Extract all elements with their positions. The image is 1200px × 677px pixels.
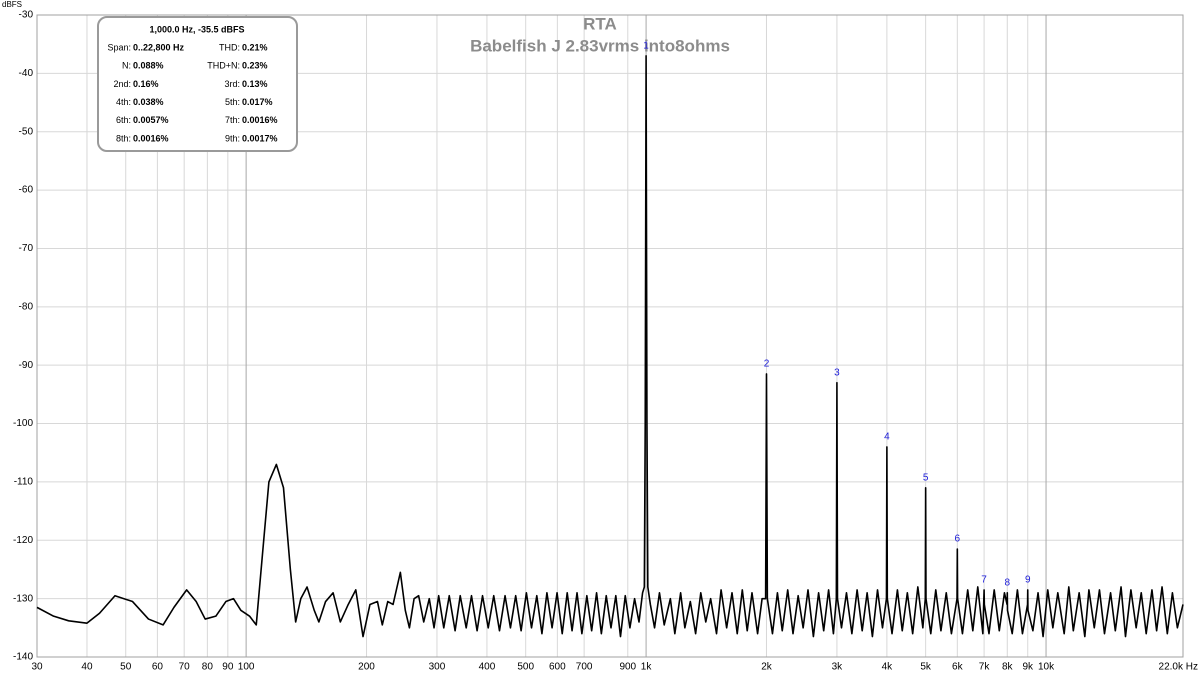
info-value: 0.0016%: [133, 133, 169, 143]
info-value: 0.21%: [242, 42, 268, 52]
info-box: 1,000.0 Hz, -35.5 dBFS Span: 0..22,800 Hz…: [97, 16, 298, 152]
x-tick-label: 30: [31, 662, 43, 673]
x-tick-label: 22.0k Hz: [1159, 662, 1198, 673]
info-label: 4th:: [116, 97, 131, 107]
x-tick-label: 8k: [1002, 662, 1014, 673]
y-tick-label: -100: [13, 418, 33, 429]
harmonic-label: 9: [1025, 575, 1031, 586]
info-value: 0.0016%: [242, 115, 278, 125]
x-tick-label: 100: [238, 662, 255, 673]
x-tick-label: 10k: [1038, 662, 1055, 673]
info-header: 1,000.0 Hz, -35.5 dBFS: [149, 24, 244, 34]
info-box-frame: [97, 16, 298, 152]
x-tick-label: 600: [549, 662, 566, 673]
y-tick-label: -40: [19, 68, 34, 79]
x-tick-label: 2k: [761, 662, 773, 673]
x-tick-label: 6k: [952, 662, 964, 673]
chart-subtitle: Babelfish J 2.83vrms into8ohms: [470, 36, 730, 55]
info-value: 0.13%: [242, 79, 268, 89]
harmonic-label: 2: [764, 359, 770, 370]
x-tick-label: 200: [358, 662, 375, 673]
plot-frame: [36, 14, 1184, 658]
x-tick-label: 50: [120, 662, 132, 673]
x-tick-label: 500: [517, 662, 534, 673]
y-tick-label: -120: [13, 535, 33, 546]
y-tick-label: -50: [19, 126, 34, 137]
x-tick-label: 70: [179, 662, 191, 673]
y-tick-label: -80: [19, 301, 34, 312]
info-value: 0.23%: [242, 61, 268, 71]
x-tick-label: 7k: [979, 662, 991, 673]
x-tick-label: 400: [479, 662, 496, 673]
chart-title: RTA: [583, 14, 617, 33]
x-tick-label: 40: [81, 662, 93, 673]
harmonic-label: 5: [923, 472, 929, 483]
info-value: 0.0057%: [133, 115, 169, 125]
harmonic-label: 1: [643, 40, 649, 51]
x-tick-label: 3k: [832, 662, 844, 673]
x-tick-label: 300: [429, 662, 446, 673]
y-axis-label: dBFS: [2, 0, 22, 9]
info-label: 2nd:: [113, 79, 131, 89]
info-label: Span:: [107, 42, 131, 52]
plot: 1 2 3 4 5 6 7 8 9: [36, 40, 1184, 638]
info-value: 0..22,800 Hz: [133, 42, 185, 52]
info-label: 8th:: [116, 133, 131, 143]
info-value: 0.088%: [133, 61, 164, 71]
harmonic-label: 6: [955, 534, 961, 545]
y-tick-label: -110: [14, 477, 34, 488]
info-value: 0.017%: [242, 97, 273, 107]
harmonic-label: 7: [981, 575, 987, 586]
info-label: 5th:: [225, 97, 240, 107]
x-tick-label: 4k: [882, 662, 894, 673]
y-tick-label: -30: [19, 10, 34, 21]
info-label: 6th:: [116, 115, 131, 125]
info-label: THD:: [219, 42, 240, 52]
y-tick-label: -60: [19, 185, 34, 196]
x-tick-label: 9k: [1022, 662, 1034, 673]
info-label: 3rd:: [224, 79, 240, 89]
harmonic-label: 8: [1005, 577, 1011, 588]
x-tick-label: 700: [576, 662, 593, 673]
spectrum-line: [36, 55, 1184, 638]
harmonic-label: 3: [834, 367, 840, 378]
harmonic-label: 4: [884, 432, 890, 443]
x-tick-label: 900: [619, 662, 636, 673]
x-tick-label: 1k: [641, 662, 653, 673]
y-tick-label: -130: [13, 593, 33, 604]
x-tick-label: 90: [222, 662, 234, 673]
x-tick-label: 5k: [920, 662, 932, 673]
x-tick-label: 60: [152, 662, 164, 673]
x-tick-label: 80: [202, 662, 214, 673]
info-label: THD+N:: [207, 61, 240, 71]
info-label: N:: [122, 61, 131, 71]
y-tick-label: -90: [19, 360, 34, 371]
info-value: 0.038%: [133, 97, 164, 107]
info-label: 7th:: [225, 115, 240, 125]
y-tick-label: -140: [13, 652, 33, 663]
y-tick-label: -70: [19, 243, 34, 254]
info-value: 0.16%: [133, 79, 159, 89]
info-value: 0.0017%: [242, 133, 278, 143]
info-label: 9th:: [225, 133, 240, 143]
